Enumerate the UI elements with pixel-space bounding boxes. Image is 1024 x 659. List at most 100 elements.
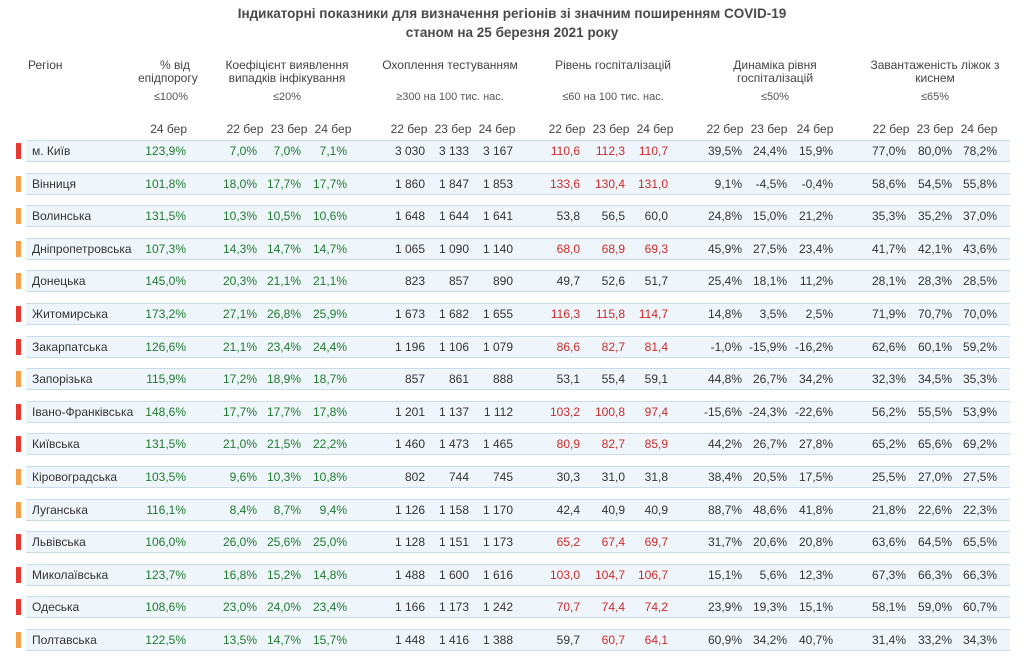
- det-value-22: 9,6%: [229, 470, 257, 484]
- det-value-24: 14,7%: [312, 241, 347, 256]
- beds-value-24: 28,5%: [962, 274, 997, 289]
- header-dyn: Динаміка рівня госпіталізацій: [733, 58, 817, 85]
- pct-threshold-value: 106,0%: [145, 535, 186, 550]
- table-row: Закарпатська 126,6% 21,1% 23,4% 24,4% 1 196 1 …: [0, 335, 1024, 358]
- dyn-value-23: 26,7%: [752, 437, 787, 452]
- hosp-value-22: 53,8: [556, 209, 580, 224]
- test-value-22: 1 166: [394, 600, 425, 615]
- dyn-value-22: 9,1%: [714, 176, 742, 191]
- region-name: Луганська: [32, 502, 88, 517]
- beds-value-24: 69,2%: [962, 437, 997, 452]
- table-row: Київська 131,5% 21,0% 21,5% 22,2% 1 460 1 473 1…: [0, 433, 1024, 456]
- hosp-value-23: 74,4: [601, 600, 625, 615]
- row-background: [26, 303, 1010, 325]
- table-row: Вінниця 101,8% 18,0% 17,7% 17,7% 1 860 1 847 1 …: [0, 172, 1024, 195]
- test-value-22: 802: [404, 470, 425, 484]
- det-value-22: 26,0%: [222, 535, 257, 550]
- hosp-value-22: 53,1: [556, 372, 580, 387]
- hosp-value-23: 112,3: [595, 144, 625, 158]
- region-name: Івано-Франківська: [32, 404, 134, 419]
- dyn-value-22: 24,8%: [707, 209, 742, 224]
- beds-value-24: 60,7%: [962, 600, 997, 615]
- region-name: Донецька: [32, 274, 86, 289]
- dyn-value-23: 20,6%: [752, 535, 787, 550]
- hosp-value-24: 110,7: [638, 144, 668, 158]
- beds-value-24: 65,5%: [962, 535, 997, 550]
- dyn-value-24: -16,2%: [794, 339, 833, 354]
- pct-threshold-value: 103,5%: [145, 470, 186, 484]
- hosp-value-24: 131,0: [637, 176, 668, 191]
- beds-value-22: 58,6%: [871, 176, 906, 191]
- dyn-value-22: 23,9%: [707, 600, 742, 615]
- status-marker-red: [16, 599, 21, 616]
- beds-value-22: 25,5%: [871, 470, 906, 484]
- pct-threshold-value: 126,6%: [145, 339, 186, 354]
- beds-value-22: 32,3%: [871, 372, 906, 387]
- det-value-23: 25,6%: [266, 535, 301, 550]
- det-value-24: 15,7%: [312, 633, 347, 647]
- test-value-23: 1 106: [438, 339, 469, 354]
- row-background: [26, 270, 1010, 293]
- test-value-22: 1 065: [394, 241, 425, 256]
- test-value-23: 1 847: [438, 176, 469, 191]
- det-value-22: 20,3%: [222, 274, 257, 289]
- det-value-24: 22,2%: [312, 437, 347, 452]
- dyn-value-24: 20,8%: [798, 535, 833, 550]
- region-name: Київська: [32, 437, 80, 452]
- region-name: Вінниця: [32, 176, 76, 191]
- row-background: [26, 596, 1010, 619]
- det-value-22: 17,2%: [222, 372, 257, 387]
- pct-threshold-value: 116,1%: [146, 502, 186, 517]
- det-value-22: 27,1%: [222, 307, 257, 321]
- test-value-24: 890: [492, 274, 513, 289]
- test-value-22: 1 488: [394, 567, 425, 582]
- region-name: Одеська: [32, 600, 80, 615]
- hosp-value-24: 81,4: [644, 339, 668, 354]
- hosp-value-24: 97,4: [644, 404, 668, 419]
- test-value-24: 1 616: [482, 567, 513, 582]
- dyn-value-23: 15,0%: [752, 209, 787, 224]
- test-value-23: 1 473: [438, 437, 469, 452]
- hosp-value-23: 82,7: [601, 437, 625, 452]
- test-value-24: 1 079: [482, 339, 513, 354]
- det-value-22: 13,5%: [222, 633, 257, 647]
- hosp-value-23: 40,9: [601, 502, 625, 517]
- dyn-value-23: 34,2%: [752, 633, 787, 647]
- pct-threshold-value: 173,2%: [145, 307, 186, 321]
- dyn-value-23: 20,5%: [752, 470, 787, 484]
- hosp-value-23: 60,7: [601, 633, 625, 647]
- date-det-24: 24 бер: [314, 122, 352, 136]
- beds-value-23: 65,6%: [917, 437, 952, 452]
- dyn-value-23: 18,1%: [752, 274, 787, 289]
- pct-threshold-value: 145,0%: [145, 274, 186, 289]
- dyn-value-22: 44,2%: [707, 437, 742, 452]
- test-value-24: 1 112: [483, 404, 513, 419]
- det-value-23: 21,1%: [266, 274, 301, 289]
- test-value-23: 861: [448, 372, 469, 387]
- beds-value-22: 41,7%: [871, 241, 906, 256]
- region-name: Волинська: [32, 209, 92, 224]
- status-marker-red: [16, 566, 21, 583]
- det-value-24: 14,8%: [312, 567, 347, 582]
- beds-value-24: 53,9%: [962, 404, 997, 419]
- dyn-value-22: 44,8%: [707, 372, 742, 387]
- date-dyn-24: 24 бер: [796, 122, 834, 136]
- test-value-24: 745: [492, 470, 513, 484]
- dyn-value-24: 2,5%: [805, 307, 833, 321]
- status-marker-orange: [16, 632, 21, 648]
- dyn-value-22: 38,4%: [707, 470, 742, 484]
- test-value-23: 1 137: [438, 404, 469, 419]
- status-marker-orange: [16, 273, 21, 290]
- det-value-22: 17,7%: [222, 404, 257, 419]
- test-value-24: 1 170: [482, 502, 513, 517]
- row-background: [26, 400, 1010, 423]
- dyn-value-24: 23,4%: [798, 241, 833, 256]
- det-value-23: 17,7%: [266, 404, 301, 419]
- region-name: Львівська: [32, 535, 86, 550]
- status-marker-orange: [16, 240, 21, 257]
- beds-value-22: 31,4%: [871, 633, 906, 647]
- beds-value-24: 70,0%: [962, 307, 997, 321]
- beds-value-22: 63,6%: [871, 535, 906, 550]
- hosp-value-22: 70,7: [556, 600, 580, 615]
- det-value-22: 21,0%: [222, 437, 257, 452]
